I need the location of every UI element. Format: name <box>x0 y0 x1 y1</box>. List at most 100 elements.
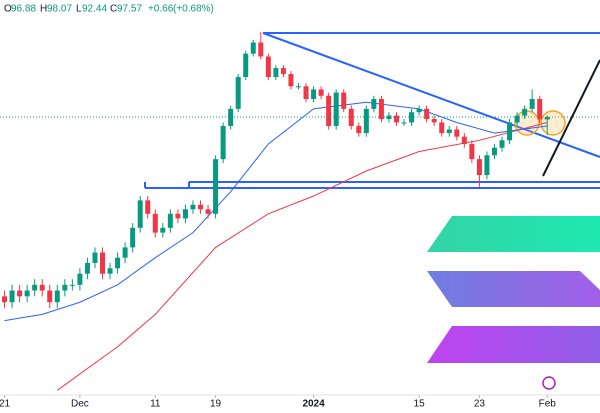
candle-body <box>235 77 241 109</box>
candle-body <box>77 273 83 285</box>
candle-body <box>333 92 339 126</box>
candle-body <box>220 125 226 160</box>
candle-body <box>341 92 347 109</box>
candle-body <box>228 108 234 126</box>
candle-body <box>280 68 286 75</box>
candle-body <box>213 159 219 214</box>
candle-body <box>84 262 90 274</box>
candle-body <box>393 115 399 123</box>
candle-body <box>107 268 113 274</box>
moving-average <box>56 121 548 391</box>
x-tick-label: Feb <box>539 399 557 410</box>
candle-body <box>529 99 535 109</box>
ohlc-value: 96.88 <box>11 4 36 15</box>
x-tick-label: Dec <box>71 399 89 410</box>
candle-body <box>424 108 430 120</box>
candle-body <box>54 290 60 303</box>
candle-body <box>250 42 256 54</box>
candle-body <box>24 290 30 297</box>
candle-body <box>2 296 8 303</box>
candle-body <box>198 204 204 210</box>
candle-body <box>182 209 188 219</box>
candle-body <box>288 74 294 87</box>
change-pct: (+0.68%) <box>173 4 214 15</box>
candle-body <box>499 140 505 148</box>
candle-body <box>386 115 392 120</box>
candle-body <box>243 53 249 78</box>
candle-body <box>273 68 279 78</box>
candle-body <box>62 284 68 291</box>
candle-body <box>522 108 528 116</box>
candle-body <box>416 108 422 113</box>
candle-body <box>484 155 490 176</box>
candle-body <box>378 99 384 120</box>
candle-body <box>115 257 121 269</box>
candle-body <box>537 99 543 120</box>
candle-body <box>476 159 482 176</box>
moving-average <box>4 101 548 322</box>
candle-body <box>152 213 158 233</box>
candle-body <box>469 143 475 160</box>
candle-body <box>32 284 38 291</box>
logo-bar <box>427 216 600 252</box>
ohlc-value: 92.44 <box>82 4 107 15</box>
candle-body <box>454 129 460 137</box>
candle-body <box>160 227 166 233</box>
candle-body <box>137 200 143 228</box>
candle-body <box>401 122 407 124</box>
ohlc-label: H <box>40 4 47 15</box>
candle-body <box>175 213 181 219</box>
candle-body <box>205 209 211 214</box>
candle-body <box>122 247 128 258</box>
ohlc-value: 97.57 <box>117 4 142 15</box>
candle-body <box>311 89 317 100</box>
candle-body <box>491 147 497 156</box>
ohlc-label: C <box>110 4 117 15</box>
candle-body <box>295 86 301 88</box>
candle-body <box>461 136 467 144</box>
candle-body <box>439 122 445 134</box>
candle-body <box>190 204 196 210</box>
candle-body <box>409 112 415 123</box>
candle-body <box>507 122 513 141</box>
candle-body <box>431 119 437 123</box>
candle-body <box>92 252 98 263</box>
ohlc-label: L <box>76 4 82 15</box>
candle-body <box>47 290 53 303</box>
candle-body <box>145 200 151 214</box>
candle-body <box>9 290 15 303</box>
candle-body <box>318 89 324 96</box>
x-tick-label: 15 <box>414 399 426 410</box>
x-tick-label: 21 <box>0 399 11 410</box>
change: +0.66 <box>148 4 174 15</box>
candle-body <box>265 56 271 78</box>
drawings <box>0 32 600 396</box>
candle-body <box>348 108 354 126</box>
candle-body <box>356 125 362 134</box>
trend-line <box>262 32 600 158</box>
candle-body <box>130 227 136 248</box>
candle-body <box>514 115 520 123</box>
candle-body <box>544 117 550 120</box>
x-tick-label: 19 <box>210 399 222 410</box>
logo-bar <box>427 326 600 363</box>
candle-body <box>69 284 75 286</box>
candle-body <box>446 129 452 134</box>
candle-body <box>258 42 264 57</box>
candle-body <box>17 290 23 297</box>
x-tick-label: 2024 <box>302 399 325 410</box>
candle-body <box>371 99 377 109</box>
event-icon <box>542 376 556 390</box>
candle-body <box>167 213 173 228</box>
projection-line <box>542 59 600 177</box>
candle-body <box>303 86 309 100</box>
candle-body <box>326 95 332 126</box>
candle-body <box>39 284 45 291</box>
ohlc-label: O <box>4 4 12 15</box>
ohlc-value: 98.07 <box>47 4 72 15</box>
x-tick-label: 23 <box>474 399 486 410</box>
logo-bar <box>427 271 600 307</box>
x-tick-label: 11 <box>150 399 161 410</box>
candle-body <box>100 252 106 274</box>
